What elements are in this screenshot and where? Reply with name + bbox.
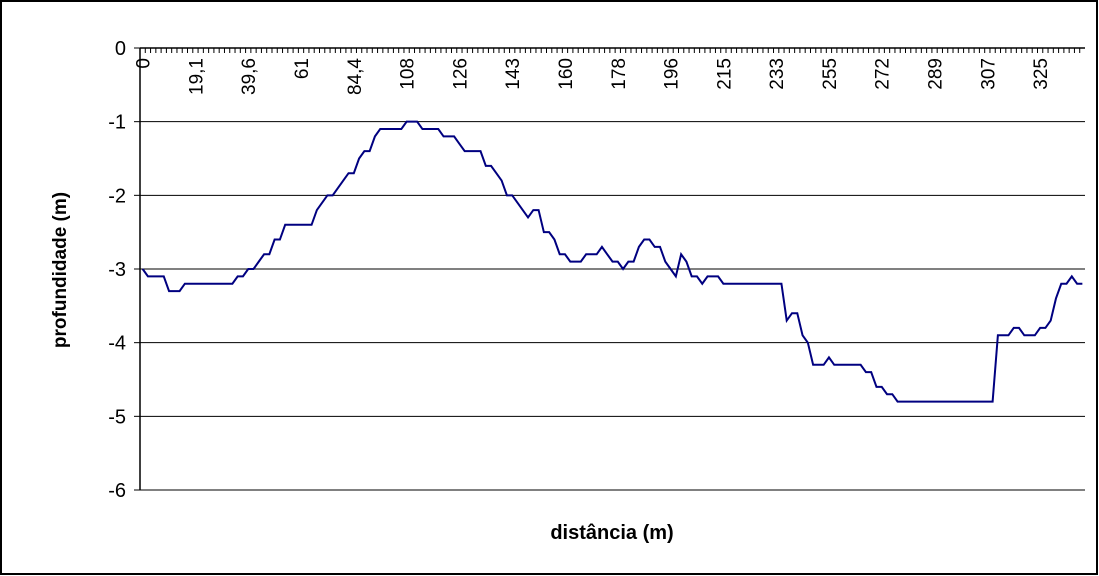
y-tick-label: -2 — [108, 185, 126, 207]
x-tick-label: 233 — [767, 58, 788, 90]
y-tick-label: -4 — [108, 333, 126, 355]
x-tick-label: 126 — [450, 58, 471, 90]
y-tick-label: -6 — [108, 480, 126, 502]
x-tick-label: 143 — [503, 58, 524, 90]
x-tick-label: 325 — [1031, 58, 1052, 90]
x-axis-label: distância (m) — [550, 522, 673, 544]
x-tick-label: 160 — [556, 58, 577, 90]
x-tick-label: 61 — [292, 58, 313, 79]
x-tick-label: 39,6 — [239, 58, 260, 95]
x-tick-label: 307 — [978, 58, 999, 90]
y-tick-label: -3 — [108, 259, 126, 281]
y-tick-label: -1 — [108, 112, 126, 134]
x-tick-label: 255 — [820, 58, 841, 90]
x-tick-label: 196 — [662, 58, 683, 90]
x-tick-label: 84,4 — [345, 58, 366, 95]
y-axis-label: profundidade (m) — [50, 192, 71, 348]
x-tick-label: 108 — [398, 58, 419, 90]
x-tick-label: 0 — [134, 58, 155, 69]
x-tick-label: 215 — [714, 58, 735, 90]
depth-line — [141, 120, 1083, 403]
y-tick-label: -5 — [108, 406, 126, 428]
x-tick-label: 272 — [873, 58, 894, 90]
x-tick-label: 19,1 — [186, 58, 207, 95]
x-tick-label: 178 — [609, 58, 630, 90]
x-tick-label: 289 — [926, 58, 947, 90]
y-tick-label: 0 — [115, 38, 126, 60]
